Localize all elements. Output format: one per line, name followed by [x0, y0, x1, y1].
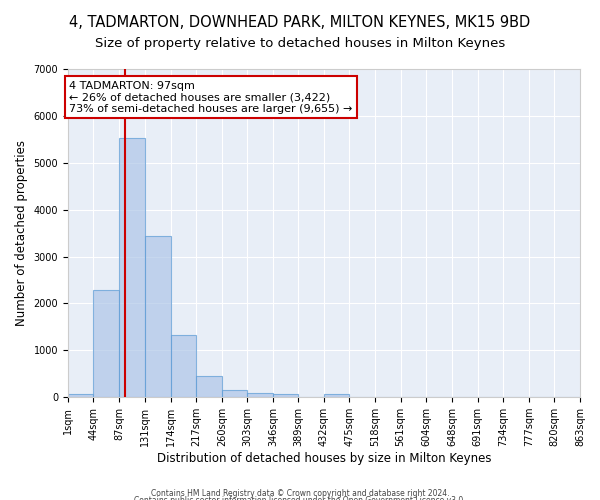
- Text: 4 TADMARTON: 97sqm
← 26% of detached houses are smaller (3,422)
73% of semi-deta: 4 TADMARTON: 97sqm ← 26% of detached hou…: [69, 80, 352, 114]
- Bar: [119, 138, 145, 397]
- Text: 4, TADMARTON, DOWNHEAD PARK, MILTON KEYNES, MK15 9BD: 4, TADMARTON, DOWNHEAD PARK, MILTON KEYN…: [70, 15, 530, 30]
- Bar: [196, 376, 222, 397]
- Y-axis label: Number of detached properties: Number of detached properties: [15, 140, 28, 326]
- Bar: [222, 390, 247, 397]
- Bar: [170, 336, 196, 397]
- Bar: [68, 394, 94, 397]
- Text: Contains public sector information licensed under the Open Government Licence v3: Contains public sector information licen…: [134, 496, 466, 500]
- Bar: [273, 394, 298, 397]
- Bar: [324, 394, 349, 397]
- X-axis label: Distribution of detached houses by size in Milton Keynes: Distribution of detached houses by size …: [157, 452, 491, 465]
- Bar: [94, 290, 119, 397]
- Text: Size of property relative to detached houses in Milton Keynes: Size of property relative to detached ho…: [95, 38, 505, 51]
- Text: Contains HM Land Registry data © Crown copyright and database right 2024.: Contains HM Land Registry data © Crown c…: [151, 488, 449, 498]
- Bar: [145, 236, 170, 397]
- Bar: [247, 393, 273, 397]
